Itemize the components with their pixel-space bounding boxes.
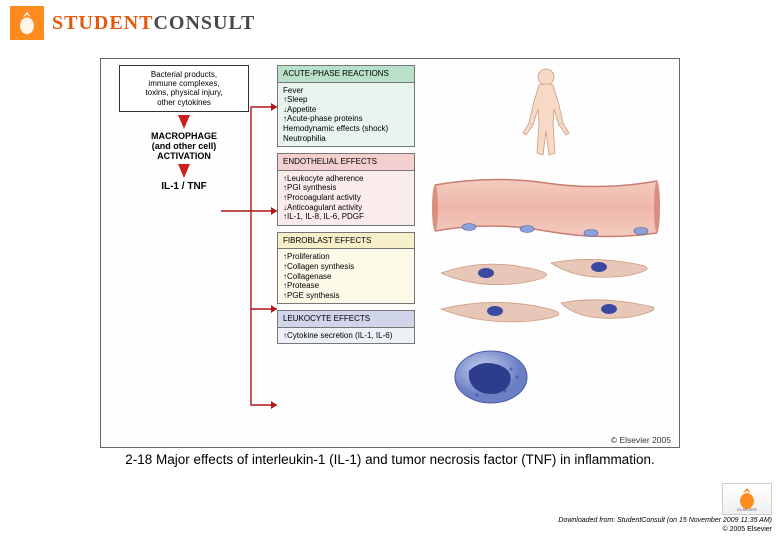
effect-body: ↑Cytokine secretion (IL-1, IL-6) (278, 328, 414, 344)
human-body-art (431, 65, 661, 161)
effect-box-leukocyte: LEUKOCYTE EFFECTS ↑Cytokine secretion (I… (277, 310, 415, 344)
brand-part2: CONSULT (153, 12, 255, 34)
stimuli-box: Bacterial products, immune complexes, to… (119, 65, 249, 112)
effect-title: FIBROBLAST EFFECTS (278, 233, 414, 250)
effect-box-acute: ACUTE-PHASE REACTIONS Fever ↑Sleep ↓Appe… (277, 65, 415, 147)
effects-column: ACUTE-PHASE REACTIONS Fever ↑Sleep ↓Appe… (277, 65, 415, 350)
stimulus-column: Bacterial products, immune complexes, to… (119, 65, 249, 192)
effect-body: ↑Proliferation ↑Collagen synthesis ↑Coll… (278, 249, 414, 303)
elsevier-logo-small: ELSEVIER (722, 483, 772, 515)
download-line: Downloaded from: StudentConsult (on 15 N… (558, 517, 772, 525)
illustration-column (431, 65, 661, 419)
fibroblast-art (431, 253, 661, 335)
arrow-down-icon (178, 115, 190, 129)
stimuli-text: Bacterial products, immune complexes, to… (145, 70, 222, 107)
elsevier-logo (10, 6, 44, 40)
brand-part1: STUDENT (52, 12, 153, 34)
header-bar: STUDENTCONSULT (0, 0, 780, 46)
arrow-down-icon (178, 164, 190, 178)
effect-box-fibroblast: FIBROBLAST EFFECTS ↑Proliferation ↑Colla… (277, 232, 415, 305)
footer-copyright: © 2005 Elsevier (558, 526, 772, 534)
svg-text:ELSEVIER: ELSEVIER (737, 507, 757, 512)
effect-title: ACUTE-PHASE REACTIONS (278, 66, 414, 83)
effect-title: LEUKOCYTE EFFECTS (278, 311, 414, 328)
effect-box-endothelial: ENDOTHELIAL EFFECTS ↑Leukocyte adherence… (277, 153, 415, 226)
leukocyte-art (431, 341, 661, 413)
footer-credits: ELSEVIER Downloaded from: StudentConsult… (558, 483, 772, 534)
brand-text: STUDENTCONSULT (52, 12, 255, 35)
figure-caption: 2-18 Major effects of interleukin-1 (IL-… (90, 452, 690, 467)
effect-title: ENDOTHELIAL EFFECTS (278, 154, 414, 171)
figure-frame: Bacterial products, immune complexes, to… (100, 58, 680, 448)
macrophage-label: MACROPHAGE (and other cell) ACTIVATION (119, 132, 249, 162)
effect-body: Fever ↑Sleep ↓Appetite ↑Acute-phase prot… (278, 83, 414, 147)
inner-copyright: © Elsevier 2005 (611, 435, 671, 445)
mediator-label: IL-1 / TNF (119, 181, 249, 192)
vessel-art (431, 167, 661, 247)
effect-body: ↑Leukocyte adherence ↑PGI synthesis ↑Pro… (278, 171, 414, 225)
